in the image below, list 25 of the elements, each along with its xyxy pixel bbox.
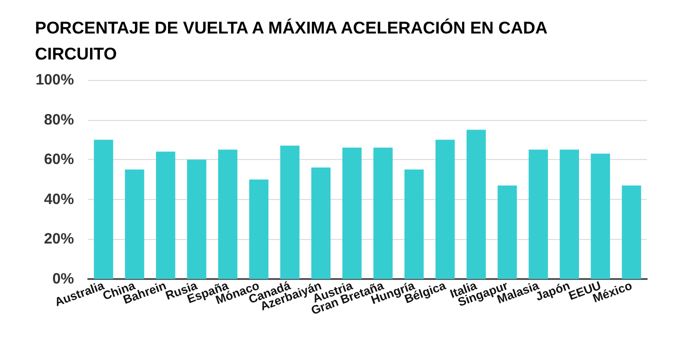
- y-tick-label: 0%: [52, 270, 74, 288]
- bar: [498, 185, 517, 279]
- bar: [404, 170, 424, 279]
- bar: [156, 152, 176, 279]
- bar: [342, 148, 362, 279]
- bar: [249, 180, 268, 279]
- bar: [466, 130, 486, 279]
- bar: [311, 168, 331, 279]
- y-tick-label: 100%: [36, 72, 74, 88]
- y-tick-label: 40%: [44, 190, 74, 208]
- bar: [187, 160, 206, 279]
- bar: [124, 170, 144, 279]
- bar: [528, 150, 548, 279]
- y-tick-label: 20%: [44, 230, 74, 248]
- bar: [622, 185, 642, 279]
- bar: [436, 140, 455, 279]
- bar: [373, 148, 393, 279]
- bar: [280, 146, 300, 279]
- bar: [218, 150, 238, 279]
- chart-title: PORCENTAJE DE VUELTA A MÁXIMA ACELERACIÓN EN CADA CIRCUITO: [35, 18, 552, 64]
- y-tick-label: 60%: [44, 151, 74, 168]
- bar: [590, 154, 610, 279]
- y-tick-label: 80%: [44, 111, 74, 128]
- bar: [560, 150, 579, 279]
- bar: [94, 140, 114, 279]
